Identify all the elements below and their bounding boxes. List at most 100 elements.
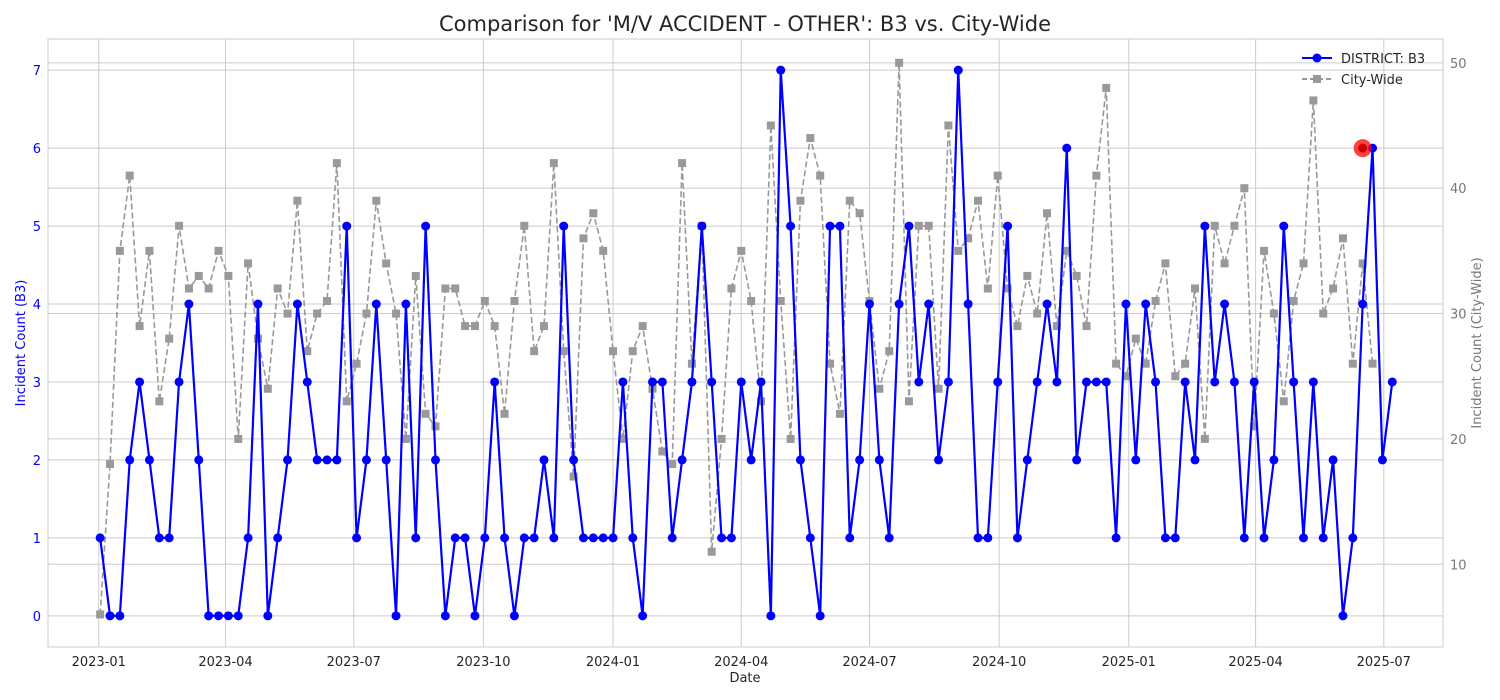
city-wide-point <box>1151 297 1160 305</box>
x-tick-label: 2025-07 <box>1357 655 1411 670</box>
district-b3-point <box>726 533 736 543</box>
highlight <box>1353 139 1372 158</box>
city-wide-point <box>244 259 253 268</box>
district-b3-point <box>1269 455 1279 465</box>
district-b3-point <box>243 533 253 543</box>
district-b3-point <box>618 377 628 387</box>
city-wide-point <box>194 271 203 280</box>
district-b3-point <box>825 221 835 231</box>
y-left-tick-label: 3 <box>33 376 41 391</box>
city-wide-point <box>816 171 825 180</box>
district-b3-point <box>519 533 529 543</box>
city-wide-point <box>589 209 598 218</box>
district-b3-point <box>352 533 362 543</box>
district-b3-point <box>973 533 983 543</box>
city-wide-point <box>1092 171 1101 180</box>
district-b3-point <box>1121 299 1131 309</box>
city-wide-point <box>125 171 134 180</box>
x-tick-label: 2023-04 <box>198 655 252 670</box>
district-b3-point <box>332 455 342 465</box>
city-wide-point <box>500 409 509 418</box>
x-tick-label: 2023-01 <box>72 655 126 670</box>
city-wide-point <box>1319 309 1328 318</box>
district-b3-point <box>677 455 687 465</box>
city-wide-line <box>99 62 1374 615</box>
district-b3-point <box>204 611 214 621</box>
district-b3-point <box>322 455 332 465</box>
legend-b3-marker <box>1312 53 1322 63</box>
district-b3-point <box>135 377 145 387</box>
city-wide-point <box>1033 309 1042 318</box>
city-wide-point <box>332 159 341 168</box>
city-wide-point <box>1161 259 1170 268</box>
city-wide-point <box>135 322 144 331</box>
city-wide-point <box>904 397 913 406</box>
district-b3-point <box>371 299 381 309</box>
y-right-tick-label: 30 <box>1450 308 1467 323</box>
district-b3-point <box>490 377 500 387</box>
district-b3-point <box>1141 299 1151 309</box>
city-wide-point <box>835 409 844 418</box>
city-wide-point <box>362 309 371 318</box>
city-wide-point <box>1289 297 1298 305</box>
district-b3-point <box>1348 533 1358 543</box>
city-wide-point <box>530 347 539 356</box>
city-wide-point <box>490 322 499 331</box>
city-wide-point <box>638 322 647 331</box>
city-wide-point <box>786 434 795 443</box>
district-b3-point <box>1338 611 1348 621</box>
city-wide-point <box>1348 359 1357 368</box>
district-b3-point <box>342 221 352 231</box>
district-b3-point <box>411 533 421 543</box>
city-wide-point <box>806 134 815 143</box>
city-wide-point <box>165 334 174 343</box>
district-b3-point <box>470 611 480 621</box>
y-axis-label-right: Incident Count (City-Wide) <box>1470 257 1485 428</box>
district-b3-point <box>214 611 223 621</box>
y-right-tick-label: 20 <box>1450 433 1467 448</box>
district-b3-point <box>638 611 648 621</box>
district-b3-point <box>421 221 431 231</box>
district-b3-point <box>1052 377 1062 387</box>
city-wide-point <box>263 384 272 393</box>
city-wide-point <box>1131 334 1140 343</box>
district-b3-point <box>460 533 470 543</box>
city-wide-point <box>549 159 558 168</box>
district-b3-point <box>1032 377 1042 387</box>
city-wide-point <box>1043 209 1052 218</box>
district-b3-point <box>401 299 411 309</box>
city-wide-point <box>115 246 124 255</box>
district-b3-point <box>95 533 105 543</box>
district-b3-point <box>1131 455 1141 465</box>
city-wide-point <box>1230 221 1239 230</box>
district-b3-point <box>125 455 135 465</box>
y-left-tick-label: 6 <box>33 142 41 157</box>
city-wide-point <box>1210 221 1219 230</box>
y-right-tick-label: 50 <box>1450 57 1467 72</box>
district-b3-point <box>529 533 539 543</box>
city-wide-point <box>352 359 361 368</box>
district-b3-point <box>105 611 115 621</box>
district-b3-point <box>598 533 608 543</box>
district-b3-point <box>1111 533 1121 543</box>
city-wide-point <box>441 284 450 293</box>
city-wide-point <box>96 610 105 619</box>
district-b3-point <box>855 455 865 465</box>
district-b3-point <box>697 221 707 231</box>
city-wide-point <box>668 459 677 468</box>
district-b3-point <box>707 377 717 387</box>
legend-city-marker <box>1313 75 1321 83</box>
district-b3-point <box>588 533 598 543</box>
district-b3-point <box>766 611 776 621</box>
x-tick-label: 2025-01 <box>1102 655 1156 670</box>
district-b3-point <box>1299 533 1308 543</box>
district-b3-point <box>736 377 746 387</box>
district-b3-point <box>894 299 904 309</box>
city-wide-point <box>1338 234 1347 243</box>
city-wide-point <box>1250 422 1259 431</box>
district-b3-point <box>1072 455 1082 465</box>
district-b3-point <box>1003 221 1013 231</box>
city-wide-point <box>845 196 854 205</box>
city-wide-point <box>510 297 519 305</box>
district-b3-point <box>1160 533 1170 543</box>
